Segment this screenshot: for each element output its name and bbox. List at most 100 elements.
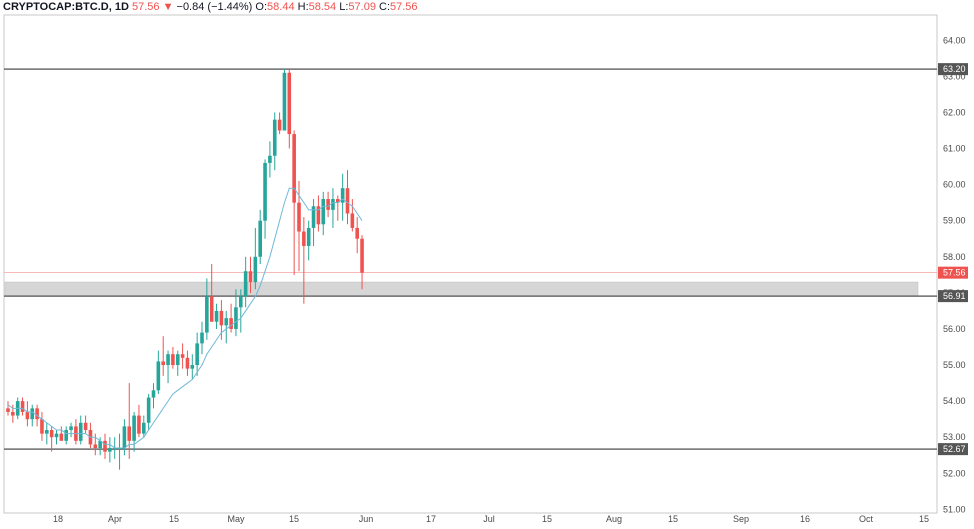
- low-value: 57.09: [348, 1, 376, 13]
- candle-body: [185, 357, 190, 369]
- candle-body: [224, 318, 229, 326]
- candle-body: [69, 426, 73, 430]
- level-price-badge-text: 63.20: [943, 64, 966, 74]
- candle-body: [253, 256, 258, 283]
- y-tick-label: 60.00: [943, 180, 966, 190]
- candle-body: [171, 354, 175, 366]
- candle-body: [263, 162, 267, 221]
- x-tick-label: 17: [426, 514, 436, 524]
- candle-body: [25, 411, 30, 420]
- candle-body: [122, 426, 127, 449]
- candle-body: [64, 430, 68, 441]
- candle-body: [345, 188, 350, 214]
- candle-body: [306, 227, 311, 246]
- support-zone: [4, 281, 919, 297]
- candle-body: [132, 415, 136, 441]
- candle-body: [326, 199, 330, 210]
- candle-body: [30, 408, 35, 420]
- candle-body: [243, 271, 248, 297]
- candle-body: [40, 419, 44, 434]
- y-tick-label: 56.00: [943, 324, 966, 334]
- last-price-badge-text: 57.56: [943, 268, 966, 278]
- candle-body: [219, 310, 224, 326]
- candle-body: [108, 448, 112, 452]
- y-tick-label: 62.00: [943, 107, 966, 117]
- candle-body: [340, 188, 345, 203]
- candle-body: [355, 227, 359, 239]
- candle-body: [302, 231, 306, 246]
- level-price-badge-text: 56.91: [943, 291, 966, 301]
- candle-body: [180, 354, 185, 358]
- level-price-badge: [938, 290, 968, 303]
- candle-body: [6, 408, 10, 412]
- candle-body: [277, 119, 282, 131]
- y-tick-label: 59.00: [943, 216, 966, 226]
- y-tick-label: 64.00: [943, 35, 966, 45]
- x-tick-label: 15: [542, 514, 552, 524]
- low-label: L:: [339, 1, 349, 13]
- candle-body: [350, 213, 355, 228]
- candle-body: [59, 433, 64, 441]
- close-label: C:: [379, 1, 391, 13]
- candle-body: [195, 343, 199, 366]
- candle-body: [248, 271, 253, 283]
- high-value: 58.54: [308, 1, 337, 13]
- level-price-badge: [938, 63, 968, 76]
- change-value: −0.84 (−1.44%): [176, 1, 253, 13]
- level-price-badge-text: 52.67: [943, 444, 966, 454]
- x-tick-label: 15: [289, 514, 299, 524]
- candle-body: [205, 296, 209, 333]
- candle-body: [103, 440, 107, 452]
- x-tick-label: 15: [668, 514, 678, 524]
- open-label: O:: [255, 1, 268, 13]
- candle-body: [175, 354, 180, 366]
- candle-body: [156, 361, 161, 391]
- candle-body: [297, 202, 301, 232]
- candle-body: [49, 430, 54, 438]
- x-tick-label: Apr: [108, 514, 122, 524]
- candle-body: [229, 318, 233, 329]
- candle-body: [151, 390, 156, 398]
- candle-body: [234, 307, 238, 329]
- candle-body: [11, 411, 15, 416]
- candle-body: [93, 444, 98, 449]
- candle-body: [45, 430, 49, 434]
- candle-body: [161, 361, 165, 366]
- symbol-title[interactable]: CRYPTOCAP:BTC.D, 1D: [3, 1, 129, 13]
- candle-body: [137, 415, 141, 434]
- last-price-badge: [938, 266, 968, 279]
- x-tick-label: 18: [53, 514, 63, 524]
- last-price-value: 57.56: [131, 1, 160, 13]
- y-tick-label: 61.00: [943, 144, 966, 154]
- high-label: H:: [297, 1, 309, 13]
- plot-area[interactable]: [3, 14, 938, 514]
- x-tick-label: Jul: [483, 514, 495, 524]
- candle-body: [190, 365, 195, 369]
- candle-body: [20, 401, 25, 412]
- candle-body: [360, 238, 364, 273]
- candle-body: [98, 440, 102, 449]
- y-tick-label: 55.00: [943, 360, 966, 370]
- candle-body: [83, 422, 88, 430]
- x-tick-label: Oct: [859, 514, 874, 524]
- candle-body: [336, 199, 340, 203]
- candle-body: [54, 433, 59, 438]
- candle-body: [311, 206, 316, 228]
- change-arrow-icon: ▼: [162, 1, 174, 13]
- candle-body: [166, 354, 170, 366]
- y-tick-label: 58.00: [943, 252, 966, 262]
- candle-body: [78, 422, 83, 441]
- candle-body: [239, 296, 243, 308]
- candle-body: [35, 408, 39, 420]
- candle-body: [146, 397, 151, 423]
- level-price-badge: [938, 443, 968, 456]
- x-tick-label: 15: [169, 514, 179, 524]
- y-tick-label: 52.00: [943, 468, 966, 478]
- x-tick-label: Aug: [606, 514, 622, 524]
- candle-body: [316, 206, 321, 225]
- y-tick-label: 54.00: [943, 396, 966, 406]
- candle-body: [287, 72, 292, 135]
- candle-body: [292, 134, 296, 203]
- x-tick-label: 16: [800, 514, 810, 524]
